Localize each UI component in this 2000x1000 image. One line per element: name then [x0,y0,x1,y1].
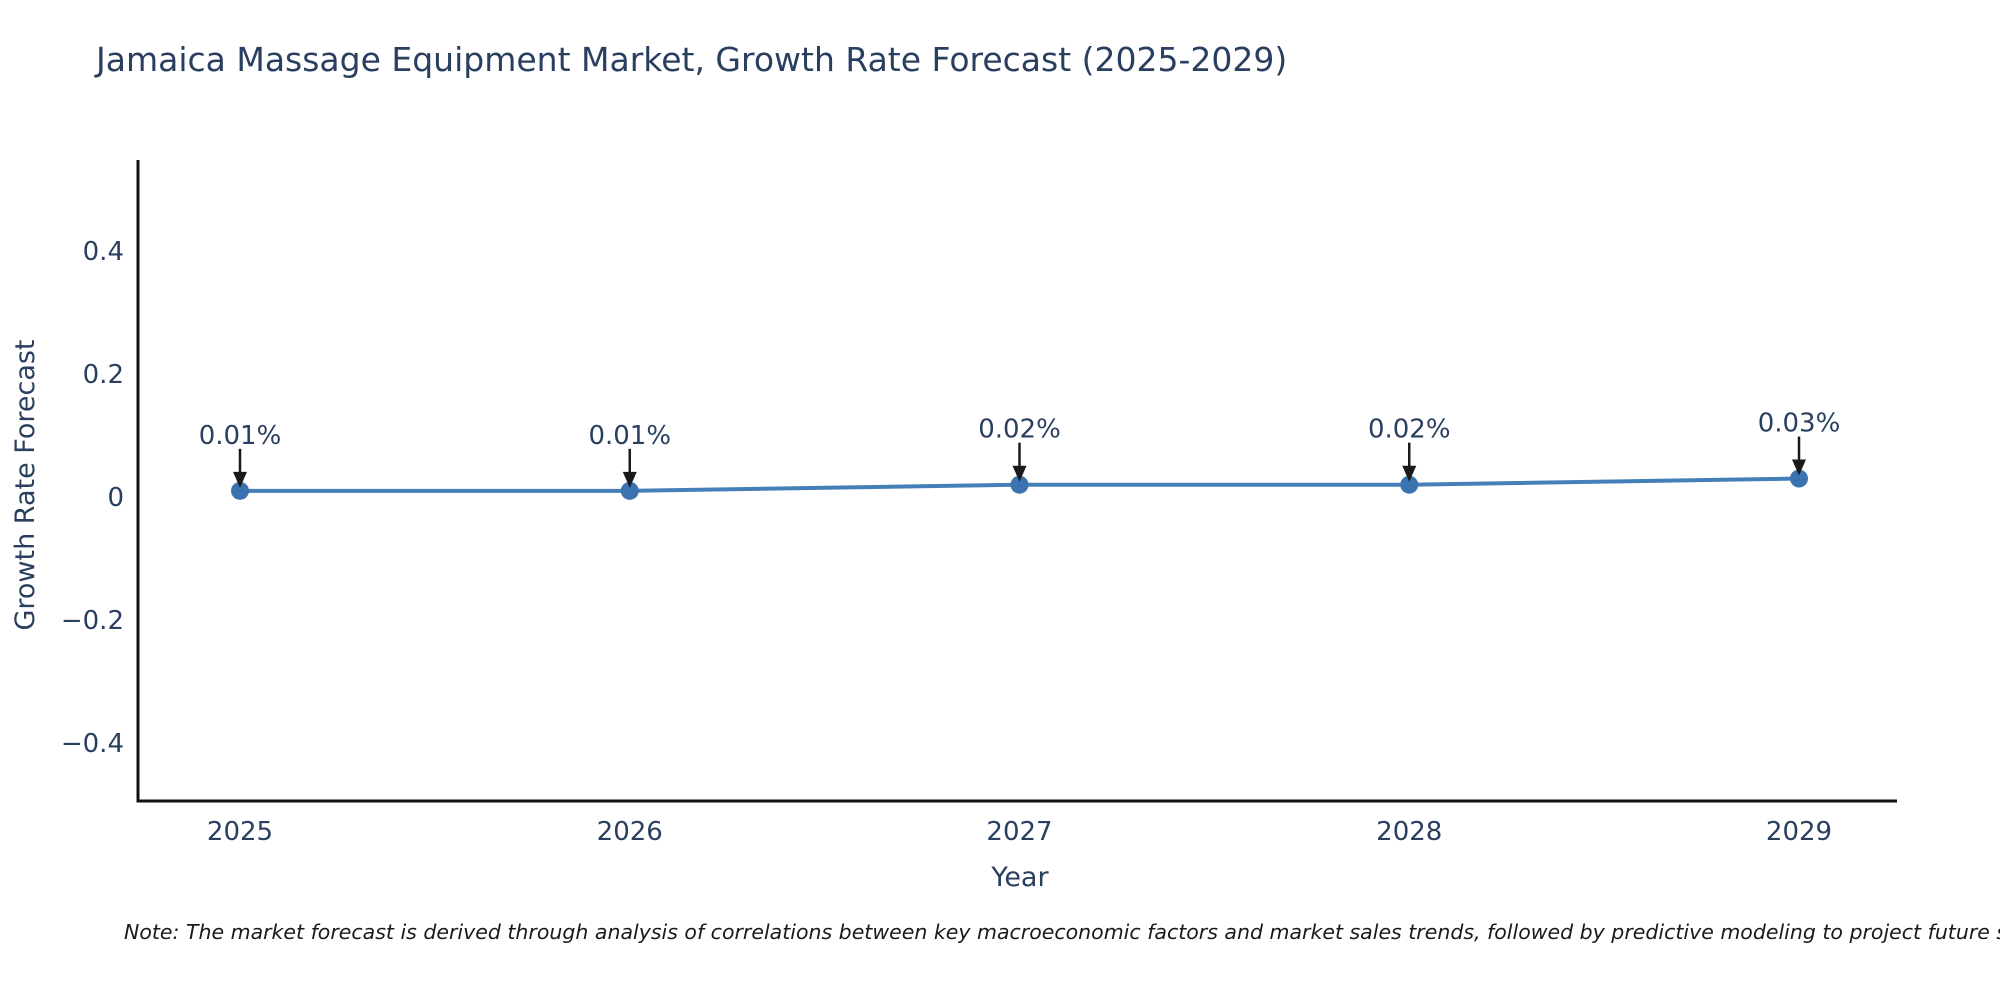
x-tick-label: 2026 [597,817,663,847]
data-point-label: 0.02% [1368,415,1451,445]
data-point-label: 0.03% [1758,409,1841,439]
x-tick-label: 2025 [207,817,273,847]
footnote: Note: The market forecast is derived thr… [124,920,2000,944]
annotation-arrow-head [1012,465,1027,482]
x-tick-label: 2027 [986,817,1052,847]
data-point-marker[interactable] [231,481,249,500]
annotation-arrow-head [622,471,637,488]
y-tick-label: 0.4 [83,237,124,267]
data-point-marker[interactable] [620,481,639,500]
annotation-arrow-head [233,471,247,488]
data-point-label: 0.01% [199,421,282,451]
annotation-arrow-head [1792,459,1806,476]
data-point-marker[interactable] [1400,475,1419,494]
data-point-marker[interactable] [1010,475,1029,494]
y-tick-label: −0.4 [61,729,124,759]
data-point-label: 0.02% [978,415,1061,445]
data-point-label: 0.01% [588,421,671,451]
x-tick-label: 2029 [1766,817,1832,847]
annotation-arrow-head [1402,465,1417,482]
chart-title: Jamaica Massage Equipment Market, Growth… [96,40,1288,79]
y-tick-label: −0.2 [61,606,124,636]
data-point-marker[interactable] [1790,469,1808,488]
x-axis-title: Year [991,862,1049,893]
x-tick-label: 2028 [1376,817,1442,847]
y-tick-label: 0.2 [83,360,124,390]
y-tick-label: 0 [107,483,124,513]
